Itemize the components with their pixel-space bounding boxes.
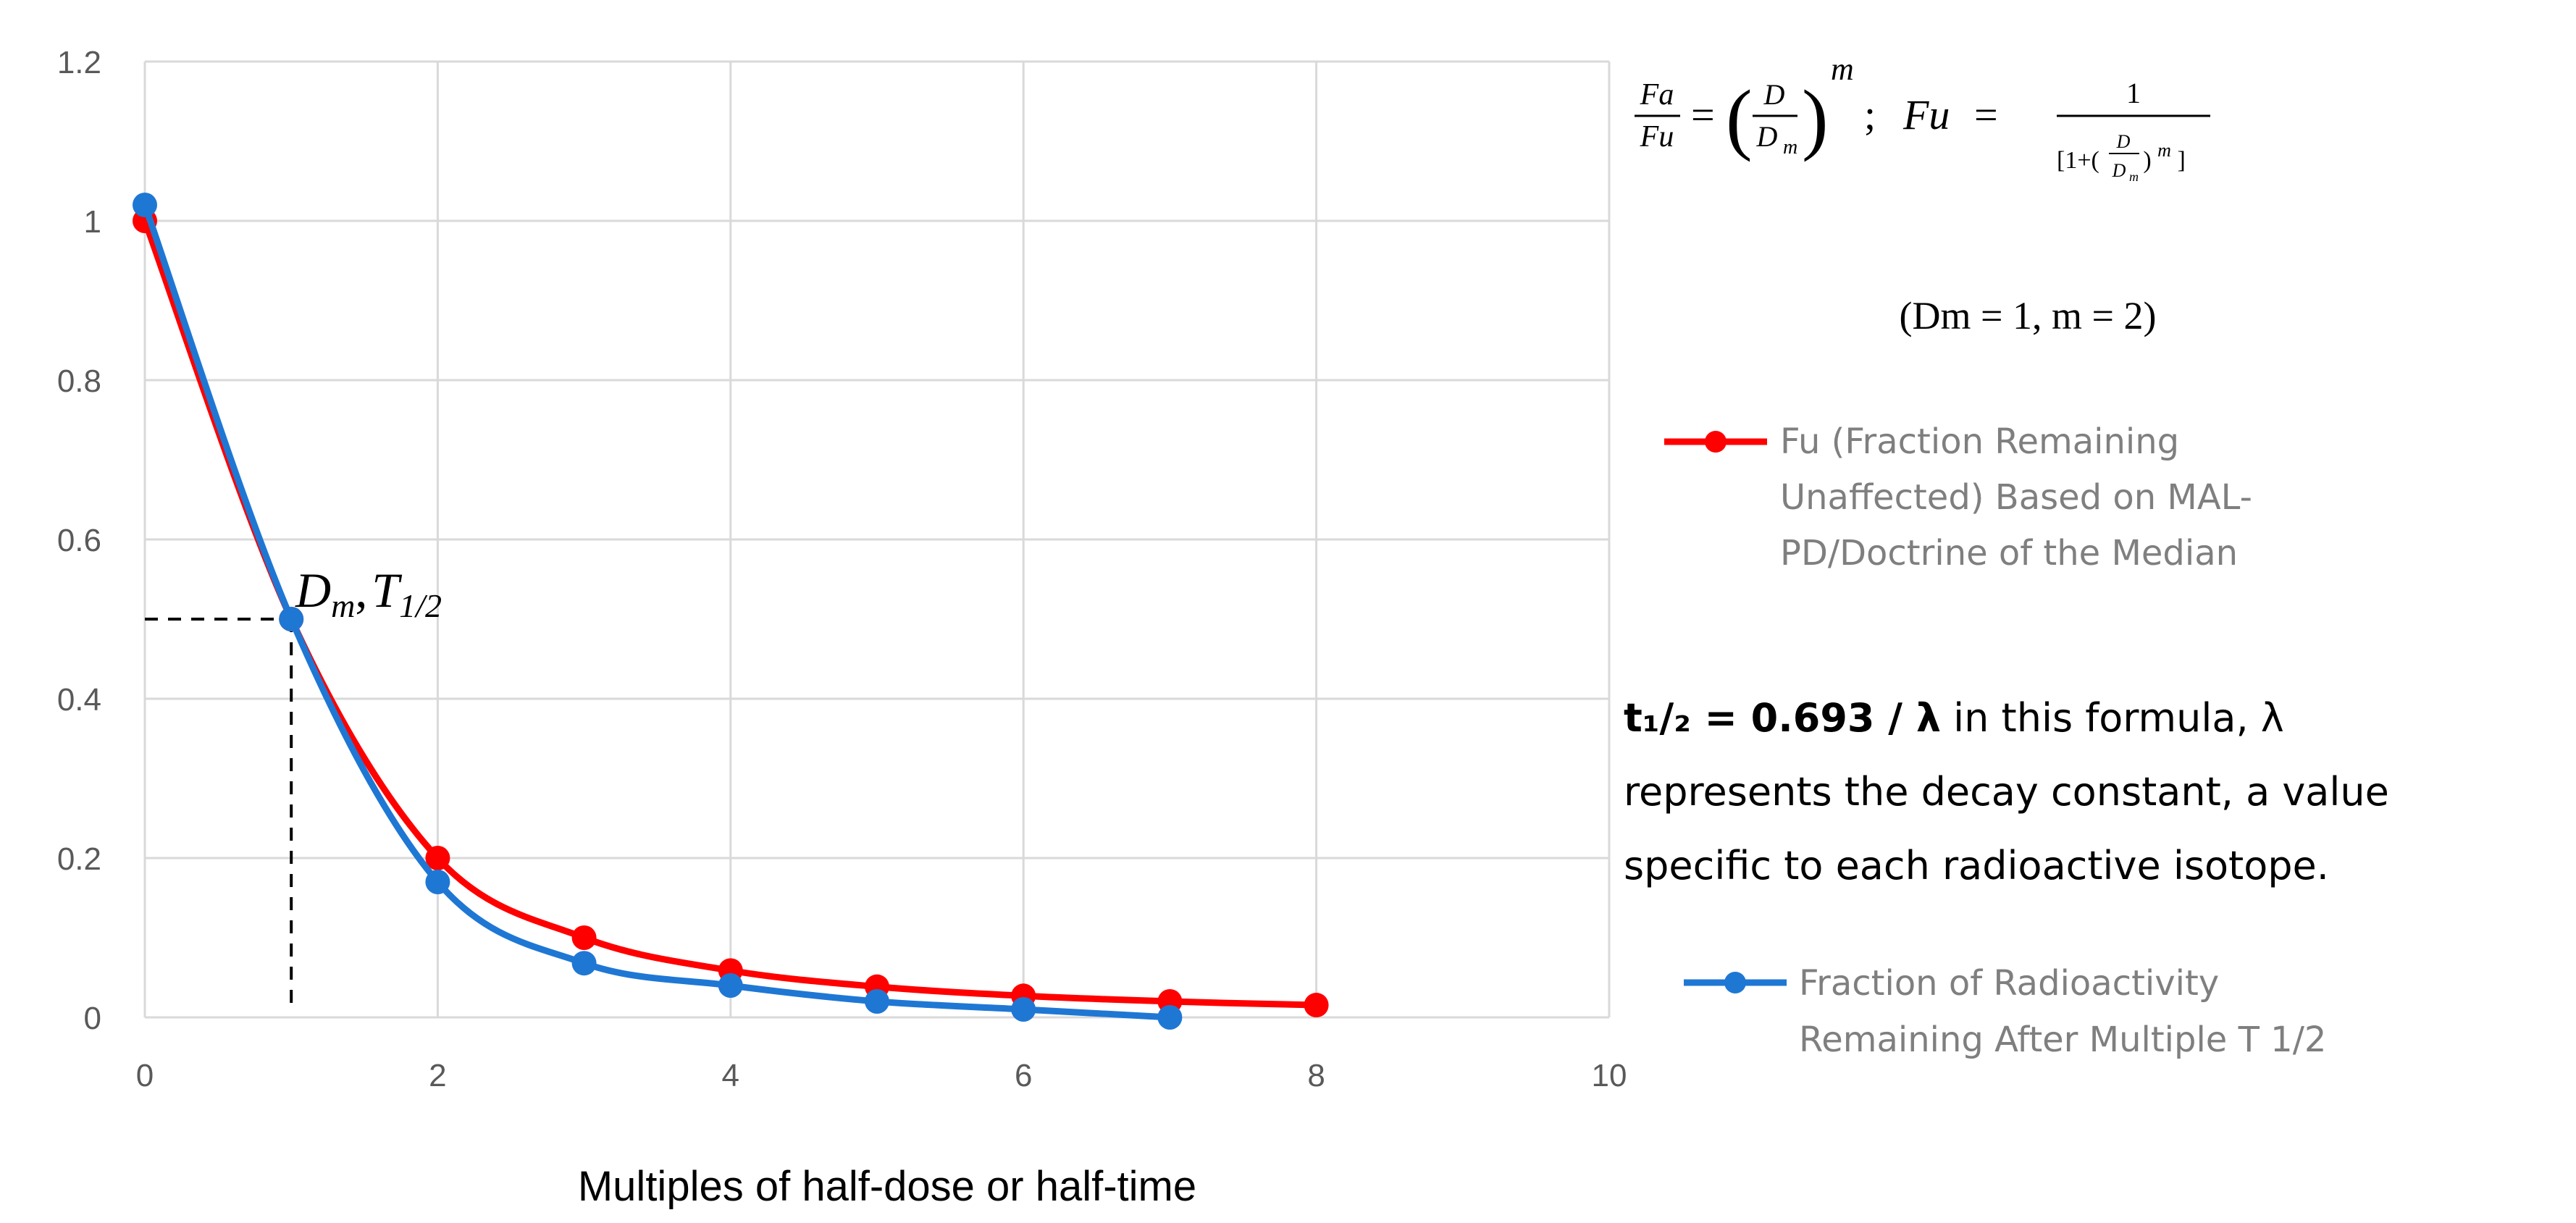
formula-fu2: Fu <box>1902 91 1950 138</box>
y-tick-label-5: 1 <box>84 204 101 240</box>
legend: Fu (Fraction Remaining Unaffected) Based… <box>1664 421 2326 1060</box>
point-label-sep: , <box>355 563 367 618</box>
y-tick-label-6: 1.2 <box>57 45 101 80</box>
formula-eq: = <box>1691 91 1715 138</box>
formula-fu: Fu <box>1640 120 1674 154</box>
series-0-point-8 <box>1304 993 1329 1018</box>
formula-den-end: ] <box>2177 147 2185 174</box>
y-tick-label-1: 0.2 <box>57 841 101 877</box>
formula-eq2: = <box>1974 91 1998 138</box>
note-formula: t₁/₂ = 0.693 / λ <box>1624 695 1941 741</box>
formula-sep: ; <box>1864 91 1876 138</box>
y-tick-label-2: 0.4 <box>57 682 101 718</box>
formula-den-dm-sub: m <box>2129 169 2139 184</box>
point-label-t-sub: 1/2 <box>399 587 442 624</box>
x-tick-label-4: 8 <box>1307 1058 1325 1093</box>
legend-marker-fu <box>1705 431 1727 453</box>
x-tick-label-5: 10 <box>1592 1058 1627 1093</box>
series-group <box>133 193 1329 1030</box>
formula-exp: m <box>1831 51 1854 87</box>
median-guide-lines <box>145 618 293 1010</box>
series-1-point-7 <box>1157 1005 1183 1030</box>
x-tick-label-0: 0 <box>136 1058 154 1093</box>
note-line-3: specific to each radioactive isotope. <box>1624 843 2329 888</box>
legend-marker-radioactivity <box>1724 972 1746 993</box>
formula-den-d: D <box>2116 131 2131 152</box>
series-1-point-6 <box>1011 997 1036 1022</box>
formula-dm-sub: m <box>1783 136 1797 159</box>
formula-den-open: [1+( <box>2057 147 2099 174</box>
legend-fu-line-2: Unaffected) Based on MAL- <box>1780 477 2252 518</box>
formula-fa: Fa <box>1640 78 1674 112</box>
note-line-2: represents the decay constant, a value <box>1624 769 2389 815</box>
series-1-point-2 <box>425 870 450 894</box>
grid <box>143 60 1611 1019</box>
x-tick-label-3: 6 <box>1015 1058 1032 1093</box>
x-tick-label-1: 2 <box>429 1058 446 1093</box>
legend-entry-fu: Fu (Fraction Remaining Unaffected) Based… <box>1664 421 2252 573</box>
series-1-point-0 <box>133 193 157 217</box>
median-point-label: Dm,T1/2 <box>295 563 442 624</box>
series-1-point-3 <box>571 951 597 976</box>
series-1-point-5 <box>865 989 889 1014</box>
y-tick-label-3: 0.6 <box>57 523 101 558</box>
formula: Fa Fu = ( D D m ) m ; Fu = 1 [1+( ) m ] … <box>1635 51 2210 184</box>
formula-den-close: ) <box>2143 147 2151 174</box>
y-tick-label-0: 0 <box>84 1001 101 1036</box>
legend-radioactivity-line-1: Fraction of Radioactivity <box>1799 963 2219 1004</box>
formula-den-exp: m <box>2157 140 2171 161</box>
y-axis-ticks: 0 0.2 0.4 0.6 0.8 1 1.2 <box>57 45 101 1036</box>
formula-den: [1+( ) m ] <box>2057 135 2186 174</box>
x-tick-label-2: 4 <box>722 1058 739 1093</box>
x-axis-ticks: 0 2 4 6 8 10 <box>136 1058 1627 1093</box>
legend-entry-radioactivity: Fraction of Radioactivity Remaining Afte… <box>1684 963 2326 1060</box>
note-line-1-rest: in this formula, λ <box>1941 695 2284 741</box>
formula-dm: D <box>1756 120 1778 153</box>
legend-fu-line-3: PD/Doctrine of the Median <box>1780 533 2238 573</box>
legend-fu-line-1: Fu (Fraction Remaining <box>1780 421 2179 462</box>
series-1-point-1 <box>279 607 304 631</box>
formula-paren-open: ( <box>1726 74 1753 162</box>
y-tick-label-4: 0.8 <box>57 363 101 399</box>
series-0-point-3 <box>571 925 597 950</box>
note-line-1: t₁/₂ = 0.693 / λ in this formula, λ <box>1624 695 2284 741</box>
formula-paren-close: ) <box>1802 74 1829 162</box>
half-life-note: t₁/₂ = 0.693 / λ in this formula, λ repr… <box>1624 695 2389 888</box>
series-1-point-4 <box>718 973 743 998</box>
x-axis-label: Multiples of half-dose or half-time <box>578 1163 1196 1210</box>
formula-num: 1 <box>2126 77 2141 109</box>
formula-d: D <box>1763 78 1785 111</box>
legend-radioactivity-line-2: Remaining After Multiple T 1/2 <box>1799 1020 2326 1060</box>
point-label-d: D <box>295 563 331 618</box>
point-label-d-sub: m <box>331 587 355 624</box>
point-label-t: T <box>372 563 402 618</box>
formula-den-dm: D <box>2112 160 2126 181</box>
parameter-values: (Dm = 1, m = 2) <box>1900 294 2157 337</box>
series-0-point-2 <box>425 846 450 870</box>
